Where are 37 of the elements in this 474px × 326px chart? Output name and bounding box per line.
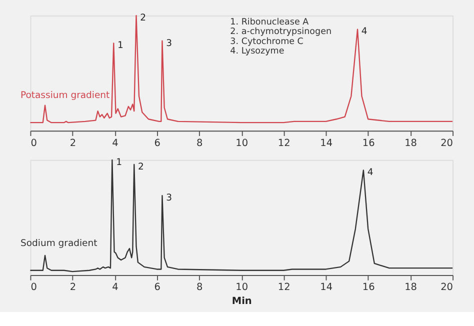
annotation: 1 <box>116 156 122 168</box>
x-tick-label: 18 <box>404 138 418 149</box>
x-tick-label: 14 <box>320 282 333 294</box>
annotation: 3 <box>166 38 172 49</box>
x-tick-label: 0 <box>30 282 37 294</box>
series-label: Sodium gradient <box>20 238 98 249</box>
annotation: 1. Ribonuclease A <box>230 17 309 28</box>
x-tick-label: 16 <box>362 138 375 149</box>
x-tick-label: 18 <box>404 282 418 294</box>
x-tick-label: 8 <box>196 282 203 294</box>
x-tick-label: 14 <box>320 138 333 149</box>
x-tick-label: 10 <box>236 138 248 149</box>
x-tick-label: 10 <box>236 282 248 294</box>
x-tick-label: 12 <box>278 282 290 294</box>
annotation: 4. Lysozyme <box>230 46 284 57</box>
annotation: 4 <box>367 167 374 178</box>
annotation: 2 <box>140 12 146 24</box>
x-tick-label: 12 <box>278 138 290 149</box>
annotation: 3. Cytochrome C <box>230 36 304 47</box>
annotation: 2 <box>138 161 144 172</box>
x-tick-label: 16 <box>362 282 375 294</box>
x-tick-label: 6 <box>154 138 161 149</box>
annotation: 2. a-chymotrypsinogen <box>230 27 332 38</box>
x-tick-label: 20 <box>440 138 454 149</box>
x-tick-label: 2 <box>70 282 76 294</box>
x-tick-label: 8 <box>196 138 203 149</box>
x-tick-label: 0 <box>30 138 37 149</box>
x-tick-label: 4 <box>112 138 118 149</box>
x-tick-label: 4 <box>112 282 118 294</box>
annotation: 1 <box>118 40 124 52</box>
x-tick-label: 2 <box>70 138 76 149</box>
x-axis-title: Min <box>232 296 252 307</box>
annotation: 4 <box>361 26 368 38</box>
series-label: Potassium gradient <box>20 90 110 102</box>
x-tick-label: 20 <box>440 282 454 294</box>
annotation: 3 <box>166 192 172 204</box>
x-tick-label: 6 <box>154 282 161 294</box>
